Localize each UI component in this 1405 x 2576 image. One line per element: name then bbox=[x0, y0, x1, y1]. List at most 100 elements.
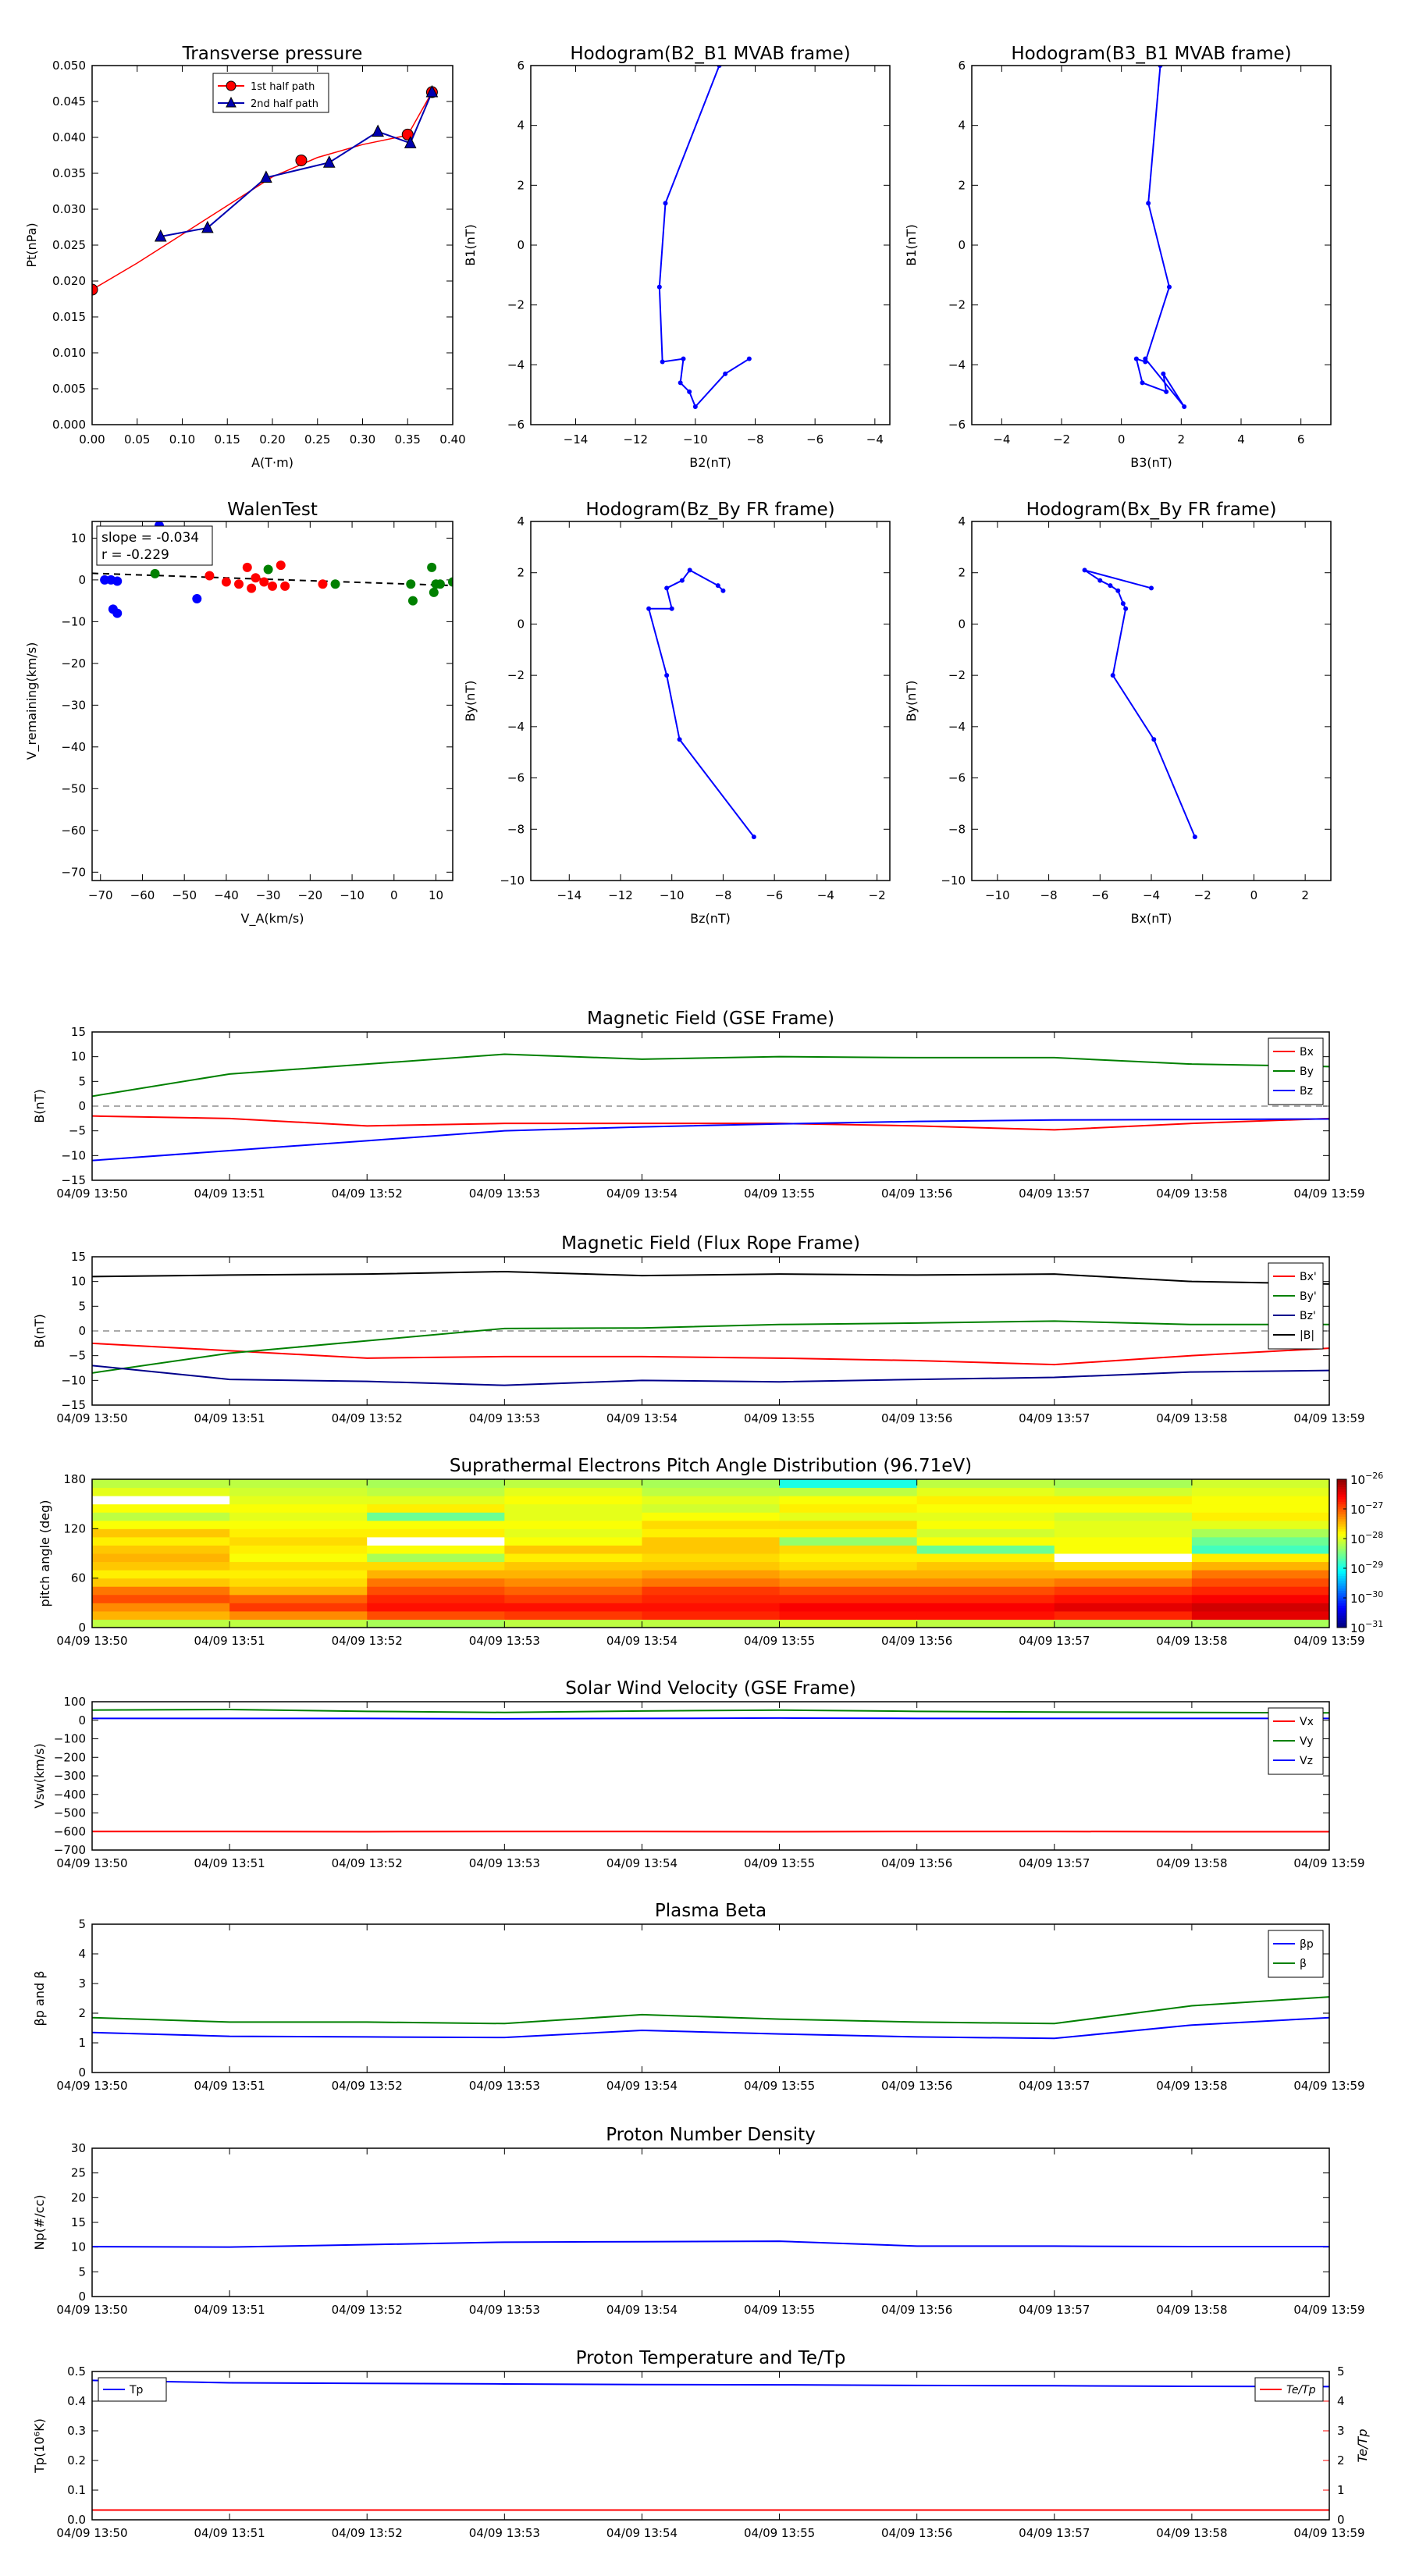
data-point bbox=[677, 737, 682, 742]
y-tick-label: −8 bbox=[948, 822, 966, 836]
x-axis-label: A(T·m) bbox=[251, 455, 293, 470]
x-tick-label: −50 bbox=[172, 888, 197, 902]
x-tick-label: 04/09 13:50 bbox=[56, 1634, 127, 1648]
data-point bbox=[259, 577, 269, 587]
chart-hodogram-bx-by: Hodogram(Bx_By FR frame) Bx(nT) By(nT) −10 −… bbox=[904, 500, 1332, 926]
x-tick-label: 04/09 13:50 bbox=[56, 1856, 127, 1870]
data-point bbox=[679, 578, 685, 583]
y-tick-label: 6 bbox=[517, 59, 525, 73]
heatmap-cell bbox=[367, 1479, 505, 1489]
heatmap-cell bbox=[504, 1520, 642, 1529]
y-tick-label: −4 bbox=[507, 358, 525, 372]
colorbar-step bbox=[1337, 1509, 1346, 1512]
x-tick-label: −6 bbox=[806, 432, 823, 447]
heatmap-cell bbox=[504, 1578, 642, 1587]
colorbar-step bbox=[1337, 1550, 1346, 1554]
heatmap-cell bbox=[1054, 1512, 1193, 1521]
heatmap-cell bbox=[92, 1586, 230, 1596]
colorbar-step bbox=[1337, 1571, 1346, 1574]
colorbar-tick-base: 10 bbox=[1350, 1621, 1365, 1635]
heatmap-cell bbox=[367, 1610, 505, 1620]
legend-label: 1st half path bbox=[251, 81, 315, 93]
series-line-βp bbox=[91, 2016, 1330, 2040]
heatmap-cell bbox=[367, 1603, 505, 1612]
chart-hodogram-b3-b1: Hodogram(B3_B1 MVAB frame) B3(nT) B1(nT) −4… bbox=[904, 44, 1332, 470]
colorbar-step bbox=[1337, 1560, 1346, 1564]
heatmap-cell bbox=[229, 1496, 368, 1505]
heatmap-cell bbox=[1191, 1610, 1330, 1620]
chart-title: Suprathermal Electrons Pitch Angle Distr… bbox=[450, 1456, 972, 1476]
heatmap-cell bbox=[92, 1536, 230, 1546]
x-tick-label: 04/09 13:52 bbox=[332, 1856, 403, 1870]
x-tick-label: 04/09 13:59 bbox=[1293, 2079, 1364, 2093]
y-tick-label: 1 bbox=[78, 2036, 86, 2050]
x-tick-label: 04/09 13:54 bbox=[606, 1411, 678, 1425]
heatmap-cell bbox=[1191, 1594, 1330, 1603]
data-point bbox=[242, 562, 252, 572]
colorbar-step bbox=[1337, 1524, 1346, 1527]
data-point bbox=[1120, 601, 1126, 607]
colorbar-step bbox=[1337, 1543, 1346, 1546]
colorbar-step bbox=[1337, 1568, 1346, 1571]
data-point bbox=[1108, 583, 1113, 589]
heatmap-cell bbox=[229, 1619, 368, 1628]
x-tick-label: 04/09 13:58 bbox=[1156, 2526, 1227, 2540]
colorbar-step bbox=[1337, 1598, 1346, 1601]
y-tick-label: 4 bbox=[958, 119, 966, 133]
chart-title: Transverse pressure bbox=[182, 44, 363, 64]
x-tick-label: 04/09 13:54 bbox=[606, 1634, 678, 1648]
heatmap-cell bbox=[92, 1603, 230, 1612]
plot-frame bbox=[971, 65, 1332, 425]
data-point bbox=[425, 84, 439, 98]
heatmap-cell bbox=[1191, 1545, 1330, 1554]
data-point bbox=[372, 124, 384, 137]
heatmap-cell bbox=[916, 1586, 1055, 1596]
data-point bbox=[1123, 606, 1129, 611]
y-tick-label: −40 bbox=[61, 740, 86, 754]
x-tick-label: 04/09 13:53 bbox=[469, 1634, 540, 1648]
x-tick-label: −8 bbox=[746, 432, 763, 447]
heatmap-cell bbox=[779, 1570, 918, 1579]
data-point bbox=[723, 371, 728, 376]
heatmap-cell bbox=[92, 1520, 230, 1529]
colorbar-step bbox=[1337, 1514, 1346, 1517]
y-right-tick-label: 2 bbox=[1337, 2453, 1345, 2467]
heatmap-cell bbox=[1191, 1619, 1330, 1628]
x-tick-label: 04/09 13:59 bbox=[1293, 2303, 1364, 2317]
y-right-axis-label: Te/Tp bbox=[1355, 2429, 1370, 2463]
colorbar-tick-label: 10−29 bbox=[1350, 1560, 1383, 1576]
heatmap-cell bbox=[367, 1496, 505, 1505]
data-point bbox=[664, 673, 670, 678]
heatmap-cell bbox=[916, 1496, 1055, 1505]
heatmap-cell bbox=[367, 1578, 505, 1587]
y-tick-label: 2 bbox=[958, 178, 966, 192]
y-tick-label: 5 bbox=[78, 1299, 86, 1313]
data-point bbox=[1140, 380, 1145, 386]
x-tick-label: 04/09 13:56 bbox=[881, 2303, 952, 2317]
y-tick-label: −2 bbox=[948, 668, 966, 682]
legend-label: Tp bbox=[129, 2384, 144, 2396]
y-tick-label: −6 bbox=[948, 418, 966, 432]
data-point bbox=[663, 201, 668, 206]
x-tick-label: 04/09 13:58 bbox=[1156, 2303, 1227, 2317]
colorbar-step bbox=[1337, 1528, 1346, 1532]
colorbar-step bbox=[1337, 1503, 1346, 1507]
x-tick-label: 04/09 13:57 bbox=[1019, 1411, 1090, 1425]
y-tick-label: −4 bbox=[507, 720, 525, 734]
colorbar-step bbox=[1337, 1565, 1346, 1569]
y-tick-label: −5 bbox=[69, 1124, 86, 1138]
data-point bbox=[1164, 389, 1169, 394]
data-point bbox=[247, 583, 257, 593]
chart-transverse-pressure: Transverse pressure A(T·m) Pt(nPa) 0.00 0.05… bbox=[24, 44, 466, 470]
y-tick-label: −8 bbox=[507, 822, 525, 836]
y-tick-label: −10 bbox=[61, 1148, 86, 1162]
x-tick-label: 0 bbox=[390, 888, 398, 902]
x-tick-label: 04/09 13:50 bbox=[56, 1411, 127, 1425]
legend-box bbox=[1268, 1930, 1324, 1978]
data-point bbox=[687, 568, 692, 573]
x-tick-label: 04/09 13:54 bbox=[606, 2526, 678, 2540]
colorbar-tick-label: 10−28 bbox=[1350, 1530, 1383, 1546]
y-tick-label: 5 bbox=[78, 1917, 86, 1931]
colorbar-tick-base: 10 bbox=[1350, 1473, 1365, 1487]
